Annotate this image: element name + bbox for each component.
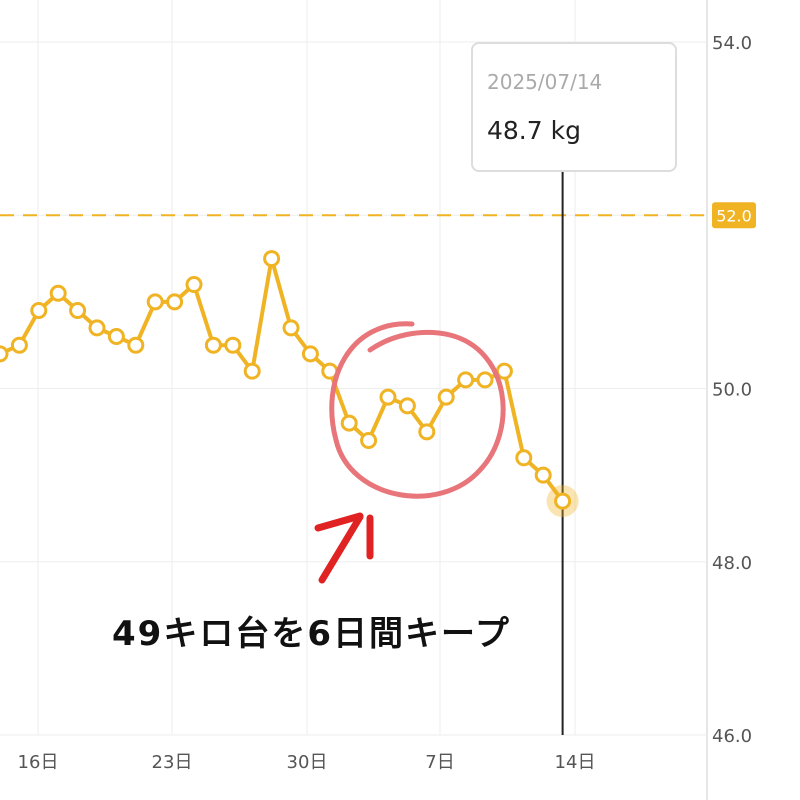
x-tick-label: 30日 <box>287 752 328 773</box>
tooltip-value: 48.7 kg <box>487 116 581 145</box>
x-tick-label: 23日 <box>152 752 193 773</box>
data-point[interactable] <box>282 319 300 337</box>
y-tick-label: 48.0 <box>712 553 752 574</box>
data-point[interactable] <box>166 293 184 311</box>
target-label: 52.0 <box>716 206 752 225</box>
data-point[interactable] <box>204 336 222 354</box>
data-point[interactable] <box>224 336 242 354</box>
tooltip: 2025/07/14 48.7 kg <box>471 42 677 172</box>
data-point[interactable] <box>301 345 319 363</box>
annotation-text: 49キロ台を6日間キープ <box>112 614 511 654</box>
data-point[interactable] <box>185 276 203 294</box>
tooltip-date: 2025/07/14 <box>487 70 603 94</box>
data-point[interactable] <box>457 371 475 389</box>
data-point[interactable] <box>418 423 436 441</box>
data-point[interactable] <box>30 302 48 320</box>
data-point[interactable] <box>88 319 106 337</box>
data-point[interactable] <box>127 336 145 354</box>
x-tick-label: 14日 <box>555 752 596 773</box>
highlight-circle <box>329 321 506 499</box>
y-tick-label: 50.0 <box>712 380 752 401</box>
data-point[interactable] <box>146 293 164 311</box>
data-point[interactable] <box>554 492 572 510</box>
data-point[interactable] <box>340 414 358 432</box>
x-tick-labels: 16日 23日 30日 7日 14日 <box>18 752 596 773</box>
data-point[interactable] <box>437 388 455 406</box>
data-point[interactable] <box>398 397 416 415</box>
data-point[interactable] <box>379 388 397 406</box>
data-point[interactable] <box>49 284 67 302</box>
arrow-icon <box>314 512 374 584</box>
x-tick-label: 16日 <box>18 752 59 773</box>
y-tick-label: 54.0 <box>712 33 752 54</box>
target-badge <box>712 202 756 229</box>
data-point[interactable] <box>534 466 552 484</box>
y-tick-label: 46.0 <box>712 726 752 747</box>
data-point[interactable] <box>107 328 125 346</box>
data-point[interactable] <box>263 250 281 268</box>
data-point[interactable] <box>243 362 261 380</box>
data-point[interactable] <box>515 449 533 467</box>
data-point[interactable] <box>360 431 378 449</box>
data-point[interactable] <box>0 345 9 363</box>
data-points <box>0 250 572 510</box>
x-tick-label: 7日 <box>425 752 454 773</box>
y-tick-labels: 54.0 50.0 48.0 46.0 <box>712 33 752 747</box>
data-point[interactable] <box>10 336 28 354</box>
data-point[interactable] <box>69 302 87 320</box>
data-point[interactable] <box>476 371 494 389</box>
